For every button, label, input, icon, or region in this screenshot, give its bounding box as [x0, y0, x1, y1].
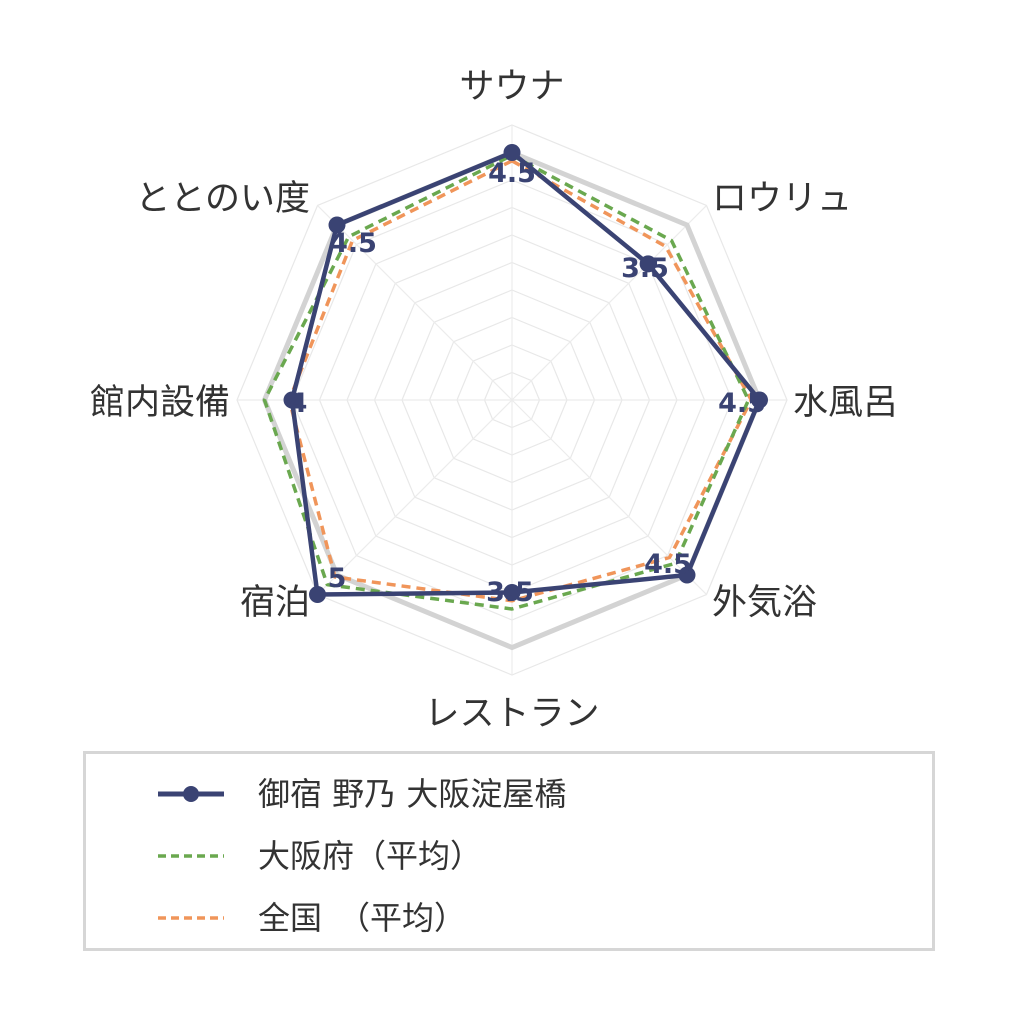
series-line: [287, 159, 754, 603]
series-2: [287, 159, 754, 603]
data-point: [328, 216, 346, 234]
data-point: [283, 391, 301, 409]
axis-label: ととのい度: [135, 179, 310, 219]
grid-spoke: [317, 205, 513, 401]
axis-label: 外気浴: [712, 583, 817, 623]
value-label: 4.5: [718, 388, 766, 419]
value-label: 4.5: [644, 549, 692, 580]
axis-label: サウナ: [459, 67, 564, 107]
radar-grid: [236, 124, 788, 676]
series-0: [283, 144, 768, 603]
radar-series: [262, 144, 768, 611]
grid-spoke: [511, 205, 707, 401]
data-point: [503, 584, 521, 601]
data-point: [503, 144, 521, 161]
axis-label: レストラン: [424, 694, 599, 734]
grid-ring-highlight: [261, 149, 763, 651]
legend-item: 御宿 野乃 大阪淀屋橋: [86, 764, 932, 824]
axis-label: 宿泊: [240, 583, 310, 623]
grid-spoke: [317, 399, 513, 595]
legend-swatch-national: [158, 916, 224, 920]
legend: 御宿 野乃 大阪淀屋橋 大阪府（平均） 全国 （平均）: [83, 751, 935, 951]
axis-label: ロウリュ: [712, 179, 852, 219]
legend-label-hotel: 御宿 野乃 大阪淀屋橋: [258, 775, 567, 813]
legend-label-national: 全国 （平均）: [258, 899, 467, 937]
legend-swatch-hotel: [158, 786, 224, 802]
grid-spoke: [511, 399, 707, 595]
axis-label: 水風呂: [793, 383, 898, 423]
value-labels: 4.5 3.5 4.5 4.5 3.5 5 4 4.5: [289, 158, 766, 608]
legend-item: 全国 （平均）: [86, 888, 932, 948]
series-line: [262, 153, 751, 611]
legend-item: 大阪府（平均）: [86, 826, 932, 886]
value-label: 4.5: [488, 158, 536, 189]
value-label: 4: [289, 388, 308, 419]
data-point: [309, 586, 326, 603]
data-point: [639, 255, 657, 273]
value-label: 3.5: [486, 577, 534, 608]
legend-swatch-osaka: [158, 854, 224, 858]
data-point: [678, 566, 696, 584]
data-point: [751, 391, 768, 409]
value-label: 4.5: [329, 228, 377, 259]
axis-label: 館内設備: [90, 383, 230, 423]
value-label: 5: [328, 563, 347, 594]
legend-label-osaka: 大阪府（平均）: [258, 837, 483, 875]
value-label: 3.5: [621, 253, 669, 284]
series-1: [262, 153, 751, 611]
